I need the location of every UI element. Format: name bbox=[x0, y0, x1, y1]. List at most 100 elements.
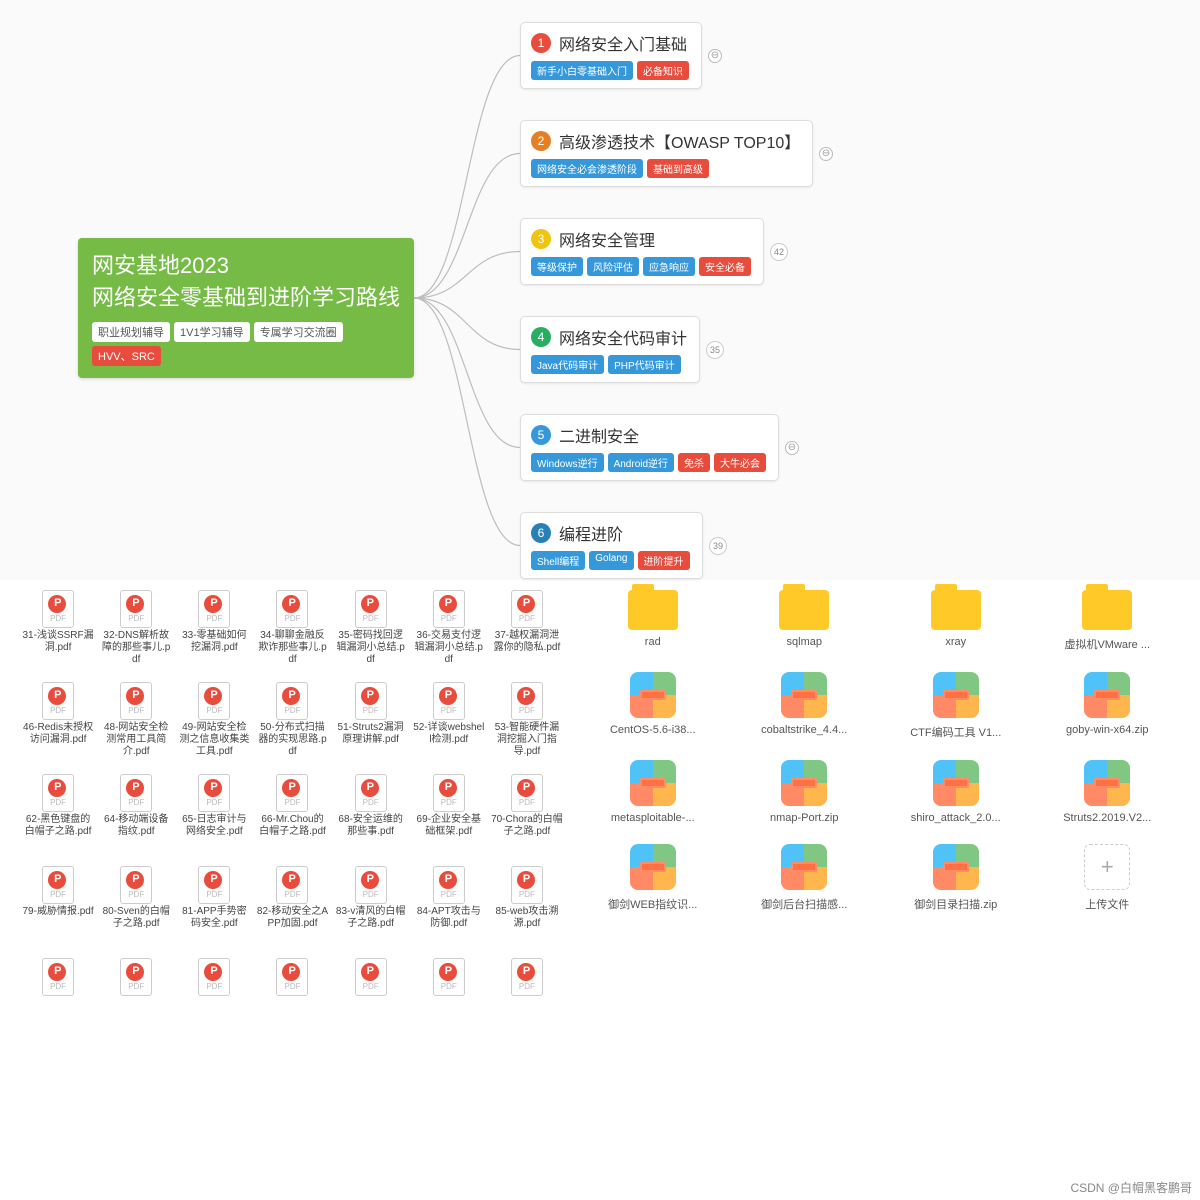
pdf-file[interactable]: P bbox=[254, 958, 330, 1046]
pdf-file[interactable]: P 64-移动端设备指纹.pdf bbox=[98, 774, 174, 862]
pdf-file[interactable]: P 65-日志审计与网络安全.pdf bbox=[176, 774, 252, 862]
root-tag: 职业规划辅导 bbox=[92, 322, 170, 342]
pdf-file[interactable]: P 50-分布式扫描器的实现思路.pdf bbox=[254, 682, 330, 770]
child-tag: Android逆行 bbox=[608, 453, 674, 472]
pdf-file[interactable]: P 32-DNS解析故障的那些事儿.pdf bbox=[98, 590, 174, 678]
zip-item[interactable]: 御剑WEB指纹识... bbox=[580, 844, 726, 912]
pdf-name: 33-零基础如何挖漏洞.pdf bbox=[178, 630, 250, 678]
pdf-name: 69-企业安全基础框架.pdf bbox=[413, 814, 485, 862]
pdf-file[interactable]: P 49-网站安全检测之信息收集类工具.pdf bbox=[176, 682, 252, 770]
child-node-4[interactable]: 4 网络安全代码审计 Java代码审计PHP代码审计 bbox=[520, 316, 700, 383]
item-name: nmap-Port.zip bbox=[770, 812, 838, 824]
folder-icon bbox=[779, 590, 829, 630]
pdf-file[interactable]: P 70-Chora的白帽子之路.pdf bbox=[489, 774, 565, 862]
zip-icon bbox=[630, 844, 676, 890]
zip-item[interactable]: CentOS-5.6-i38... bbox=[580, 672, 726, 740]
child-node-2[interactable]: 2 高级渗透技术【OWASP TOP10】 网络安全必会渗透阶段基础到高级 bbox=[520, 120, 813, 187]
child-title: 编程进阶 bbox=[559, 521, 623, 545]
zip-item[interactable]: nmap-Port.zip bbox=[732, 760, 878, 824]
child-node-5[interactable]: 5 二进制安全 Windows逆行Android逆行免杀大牛必会 bbox=[520, 414, 779, 481]
child-title: 高级渗透技术【OWASP TOP10】 bbox=[559, 129, 800, 153]
folder-item[interactable]: xray bbox=[883, 590, 1029, 652]
pdf-icon: P bbox=[355, 774, 387, 812]
pdf-file[interactable]: P 81-APP手势密码安全.pdf bbox=[176, 866, 252, 954]
child-tag: 必备知识 bbox=[637, 61, 689, 80]
pdf-name: 82-移动安全之APP加固.pdf bbox=[256, 906, 328, 954]
folder-item[interactable]: 虚拟机VMware ... bbox=[1035, 590, 1181, 652]
folder-item[interactable]: sqlmap bbox=[732, 590, 878, 652]
child-tags: Windows逆行Android逆行免杀大牛必会 bbox=[531, 453, 766, 472]
pdf-file[interactable]: P 52-详谈webshell检测.pdf bbox=[411, 682, 487, 770]
pdf-file[interactable]: P 35-密码找回逻辑漏洞小总结.pdf bbox=[333, 590, 409, 678]
pdf-icon: P bbox=[355, 866, 387, 904]
child-tags: 网络安全必会渗透阶段基础到高级 bbox=[531, 159, 800, 178]
pdf-file[interactable]: P 68-安全运维的那些事.pdf bbox=[333, 774, 409, 862]
zip-item[interactable]: CTF编码工具 V1... bbox=[883, 672, 1029, 740]
pdf-file[interactable]: P 82-移动安全之APP加固.pdf bbox=[254, 866, 330, 954]
child-tag: 大牛必会 bbox=[714, 453, 766, 472]
pdf-icon: P bbox=[120, 774, 152, 812]
child-tag: 风险评估 bbox=[587, 257, 639, 276]
pdf-name: 79-威胁情报.pdf bbox=[23, 906, 94, 954]
pdf-name: 34-聊聊金融反欺诈那些事儿.pdf bbox=[256, 630, 328, 678]
pdf-file[interactable]: P bbox=[489, 958, 565, 1046]
pdf-file[interactable]: P 53-智能硬件漏洞挖掘入门指导.pdf bbox=[489, 682, 565, 770]
pdf-file[interactable]: P 33-零基础如何挖漏洞.pdf bbox=[176, 590, 252, 678]
pdf-icon: P bbox=[511, 590, 543, 628]
zip-item[interactable]: Struts2.2019.V2... bbox=[1035, 760, 1181, 824]
child-node-3[interactable]: 3 网络安全管理 等级保护风险评估应急响应安全必备 bbox=[520, 218, 764, 285]
zip-icon bbox=[933, 844, 979, 890]
zip-item[interactable]: metasploitable-... bbox=[580, 760, 726, 824]
pdf-file[interactable]: P 85-web攻击溯源.pdf bbox=[489, 866, 565, 954]
pdf-file[interactable]: P bbox=[98, 958, 174, 1046]
collapse-toggle[interactable]: ⊖ bbox=[785, 441, 799, 455]
collapse-toggle[interactable]: ⊖ bbox=[819, 147, 833, 161]
pdf-file[interactable]: P bbox=[20, 958, 96, 1046]
zip-item[interactable]: cobaltstrike_4.4... bbox=[732, 672, 878, 740]
child-tags: Java代码审计PHP代码审计 bbox=[531, 355, 687, 374]
pdf-file[interactable]: P 80-Sven的白帽子之路.pdf bbox=[98, 866, 174, 954]
count-bubble[interactable]: 35 bbox=[706, 341, 724, 359]
count-bubble[interactable]: 42 bbox=[770, 243, 788, 261]
pdf-file[interactable]: P 34-聊聊金融反欺诈那些事儿.pdf bbox=[254, 590, 330, 678]
pdf-file[interactable]: P bbox=[176, 958, 252, 1046]
pdf-file[interactable]: P 66-Mr.Chou的白帽子之路.pdf bbox=[254, 774, 330, 862]
zip-item[interactable]: 御剑后台扫描感... bbox=[732, 844, 878, 912]
pdf-file[interactable]: P bbox=[411, 958, 487, 1046]
pdf-name: 68-安全运维的那些事.pdf bbox=[335, 814, 407, 862]
pdf-file[interactable]: P 84-APT攻击与防御.pdf bbox=[411, 866, 487, 954]
pdf-file[interactable]: P 46-Redis未授权访问漏洞.pdf bbox=[20, 682, 96, 770]
upload-tile[interactable]: +上传文件 bbox=[1035, 844, 1181, 912]
pdf-file[interactable]: P 37-越权漏洞泄露你的隐私.pdf bbox=[489, 590, 565, 678]
pdf-file[interactable]: P 36-交易支付逻辑漏洞小总结.pdf bbox=[411, 590, 487, 678]
folder-item[interactable]: rad bbox=[580, 590, 726, 652]
pdf-icon: P bbox=[120, 682, 152, 720]
child-node-1[interactable]: 1 网络安全入门基础 新手小白零基础入门必备知识 bbox=[520, 22, 702, 89]
pdf-file[interactable]: P bbox=[333, 958, 409, 1046]
child-node-6[interactable]: 6 编程进阶 Shell编程Golang进阶提升 bbox=[520, 512, 703, 579]
zip-item[interactable]: shiro_attack_2.0... bbox=[883, 760, 1029, 824]
zip-icon bbox=[1084, 760, 1130, 806]
pdf-file[interactable]: P 83-v清风的白帽子之路.pdf bbox=[333, 866, 409, 954]
collapse-toggle[interactable]: ⊖ bbox=[708, 49, 722, 63]
zip-item[interactable]: goby-win-x64.zip bbox=[1035, 672, 1181, 740]
child-tag: 网络安全必会渗透阶段 bbox=[531, 159, 643, 178]
pdf-file[interactable]: P 79-威胁情报.pdf bbox=[20, 866, 96, 954]
pdf-file[interactable]: P 62-黑色键盘的白帽子之路.pdf bbox=[20, 774, 96, 862]
pdf-file[interactable]: P 69-企业安全基础框架.pdf bbox=[411, 774, 487, 862]
count-bubble[interactable]: 39 bbox=[709, 537, 727, 555]
root-title: 网安基地2023 网络安全零基础到进阶学习路线 bbox=[92, 250, 400, 314]
item-name: Struts2.2019.V2... bbox=[1063, 812, 1151, 824]
pdf-file[interactable]: P 48-网站安全检测常用工具简介.pdf bbox=[98, 682, 174, 770]
pdf-file[interactable]: P 31-浅谈SSRF漏洞.pdf bbox=[20, 590, 96, 678]
plus-icon: + bbox=[1084, 844, 1130, 890]
pdf-icon: P bbox=[120, 866, 152, 904]
root-node[interactable]: 网安基地2023 网络安全零基础到进阶学习路线 职业规划辅导1V1学习辅导专属学… bbox=[78, 238, 414, 378]
folder-icon bbox=[931, 590, 981, 630]
pdf-name: 66-Mr.Chou的白帽子之路.pdf bbox=[256, 814, 328, 862]
pdf-icon: P bbox=[42, 774, 74, 812]
item-name: 御剑目录扫描.zip bbox=[914, 896, 997, 912]
item-name: 御剑后台扫描感... bbox=[761, 896, 847, 912]
zip-item[interactable]: 御剑目录扫描.zip bbox=[883, 844, 1029, 912]
pdf-file[interactable]: P 51-Struts2漏洞原理讲解.pdf bbox=[333, 682, 409, 770]
